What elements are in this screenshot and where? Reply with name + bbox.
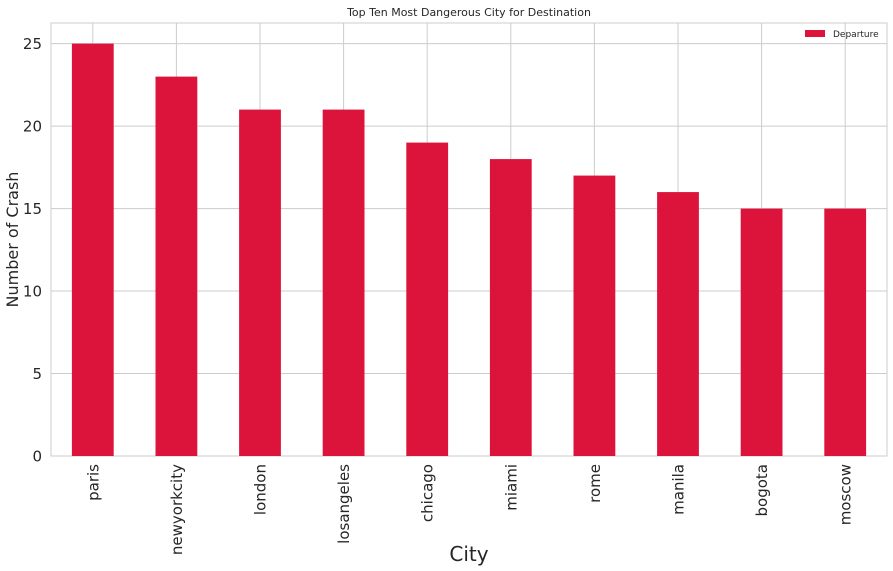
- x-tick-label: paris: [84, 464, 102, 501]
- plot-frame: [50, 22, 888, 457]
- bar-losangeles: [322, 109, 365, 456]
- x-tick-label: manila: [670, 464, 688, 515]
- bar-paris: [71, 43, 114, 456]
- bar-layer: [71, 43, 867, 457]
- bar-chicago: [406, 142, 449, 457]
- x-tick-label: losangeles: [335, 464, 353, 544]
- x-tick-label: london: [252, 464, 270, 515]
- bar-miami: [489, 159, 532, 457]
- legend-label: Departure: [833, 30, 879, 40]
- x-tick-label: miami: [502, 464, 520, 511]
- x-axis-label: City: [449, 542, 488, 566]
- y-axis-label: Number of Crash: [3, 172, 22, 308]
- bar-moscow: [824, 208, 867, 456]
- legend-swatch: [805, 30, 825, 37]
- chart-title: Top Ten Most Dangerous City for Destinat…: [346, 6, 591, 19]
- bar-newyorkcity: [155, 76, 198, 456]
- x-tick-label: moscow: [837, 464, 855, 525]
- legend: Departure: [805, 30, 879, 40]
- bar-bogota: [740, 208, 783, 456]
- bar-rome: [573, 175, 616, 457]
- bar-manila: [657, 192, 699, 457]
- y-tick-label: 25: [23, 35, 42, 53]
- axis-layer: 0 5 10 15 20 25 paris newyorkcity london losangel…: [23, 35, 855, 555]
- x-tick-label: bogota: [753, 464, 771, 516]
- y-tick-label: 15: [23, 200, 42, 218]
- x-tick-label: rome: [586, 464, 604, 503]
- x-tick-label: newyorkcity: [168, 464, 186, 555]
- y-tick-label: 0: [32, 448, 42, 466]
- y-tick-label: 20: [23, 118, 42, 136]
- y-tick-label: 5: [32, 365, 42, 383]
- x-tick-label: chicago: [419, 464, 437, 522]
- y-tick-label: 10: [23, 283, 42, 301]
- bar-london: [239, 109, 281, 456]
